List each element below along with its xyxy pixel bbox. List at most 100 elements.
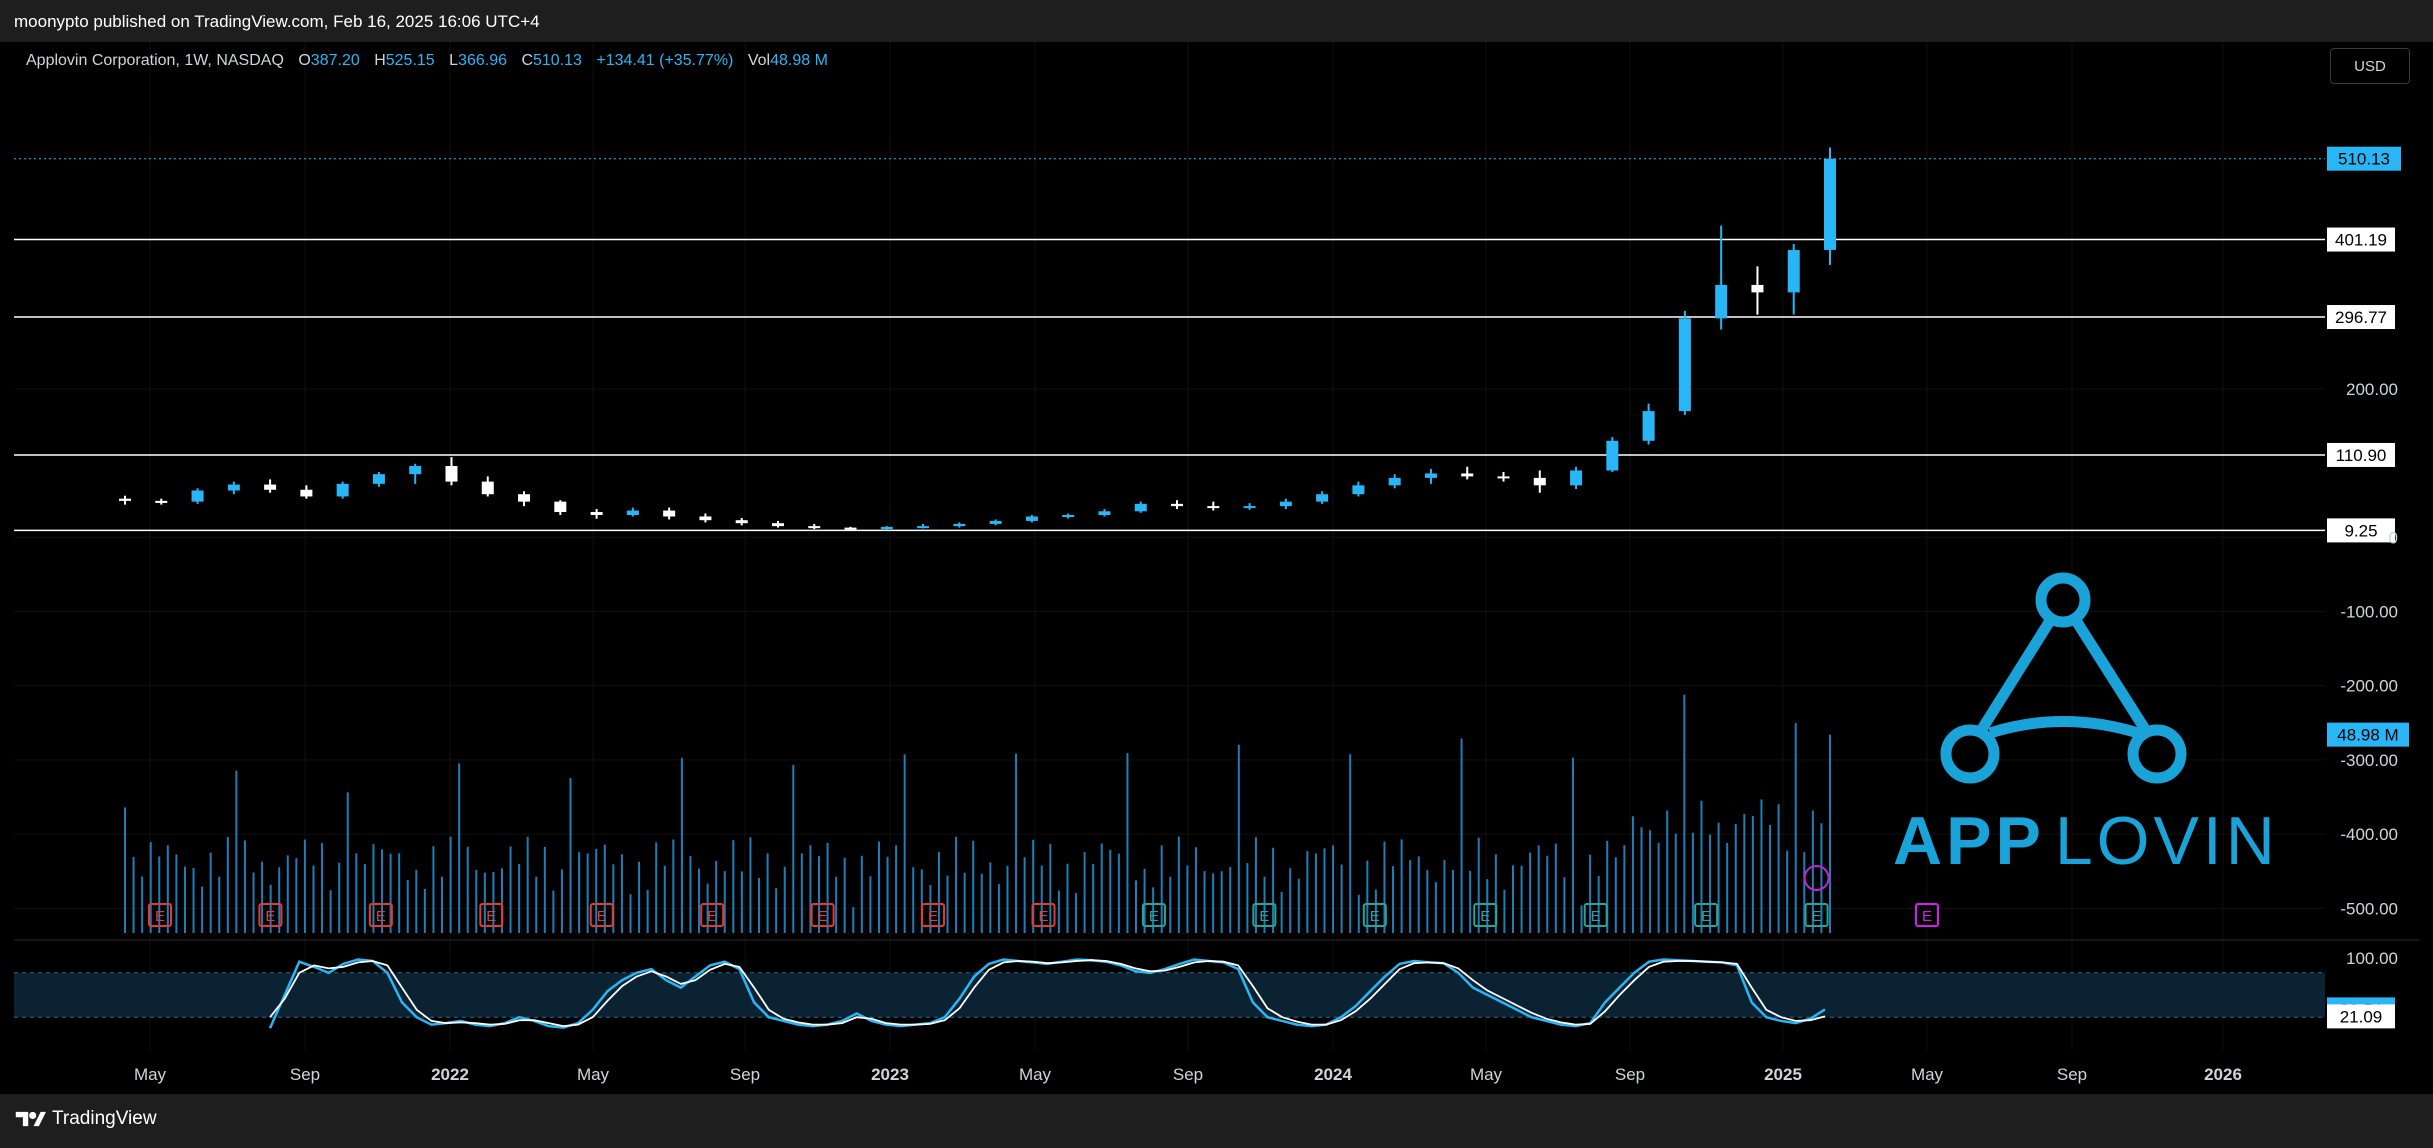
earnings-marker-box — [1362, 903, 1387, 927]
currency-button[interactable]: USD — [2330, 48, 2410, 84]
oscillator-band — [14, 972, 2325, 1018]
earnings-marker-label: E — [707, 908, 717, 925]
logo-text-lovin: LOVIN — [2055, 803, 2279, 879]
price-tick-label: 0 — [2389, 528, 2398, 547]
earnings-marker-box — [1694, 903, 1719, 927]
earnings-marker-label: E — [1701, 908, 1711, 925]
candle-body — [155, 500, 168, 503]
level-label-box — [2327, 442, 2395, 467]
earnings-marker-label: E — [265, 908, 275, 925]
candle-body — [1533, 477, 1546, 486]
earnings-marker-box — [810, 903, 835, 927]
earnings-marker-label: E — [1922, 908, 1932, 925]
candlestick-series — [119, 147, 1836, 531]
close-label: C — [521, 52, 533, 69]
time-tick-label: May — [1911, 1065, 1944, 1084]
oscillator-tick-label: 100.00 — [2346, 949, 2398, 968]
symbol-legend: Applovin Corporation, 1W, NASDAQ O387.20… — [26, 52, 828, 70]
candle-body — [336, 483, 349, 497]
footer-bar: TradingView — [0, 1094, 2433, 1148]
candle-body — [1207, 506, 1220, 509]
candle-body — [554, 501, 567, 513]
volume-label-box — [2327, 722, 2409, 747]
high-value: 525.15 — [385, 52, 435, 69]
oscillator-value-label: 21.09 — [2340, 1007, 2383, 1026]
tradingview-brand-text: TradingView — [52, 1108, 157, 1129]
candle-body — [300, 489, 313, 497]
level-label: 296.77 — [2335, 308, 2387, 327]
earnings-marker-box — [1141, 903, 1166, 927]
candle-body — [989, 520, 1002, 524]
candle-body — [771, 523, 784, 527]
tradingview-logo[interactable]: TradingView — [14, 1108, 157, 1130]
candle-body — [1570, 470, 1583, 486]
publish-header: moonypto published on TradingView.com, F… — [0, 0, 2433, 42]
published-text: moonypto published on TradingView.com, F… — [14, 12, 540, 31]
chart-frame[interactable] — [0, 42, 2433, 1094]
earnings-marker-label: E — [376, 908, 386, 925]
earnings-marker-label: E — [1480, 908, 1490, 925]
logo-text-app: APP — [1893, 803, 2045, 879]
candle-body — [1497, 476, 1510, 479]
earnings-marker-label: E — [928, 908, 938, 925]
time-tick-label: May — [1019, 1065, 1052, 1084]
time-tick-label: Sep — [1615, 1065, 1645, 1084]
candle-body — [590, 512, 603, 515]
candle-body — [1461, 473, 1474, 477]
horizontal-level-lines — [14, 158, 2325, 532]
volume-bars — [124, 694, 1831, 933]
earnings-marker-box — [1583, 903, 1608, 927]
earnings-marker-box — [148, 903, 172, 927]
price-tick-label: -100.00 — [2340, 602, 2398, 621]
volume-value: 48.98 M — [770, 52, 828, 69]
volume-label: Vol — [747, 52, 771, 69]
earnings-marker-box — [368, 903, 393, 927]
symbol-title[interactable]: Applovin Corporation, 1W, NASDAQ — [26, 52, 284, 69]
volume-label: 48.98 M — [2337, 726, 2398, 745]
candle-body — [445, 466, 458, 482]
applovin-logo: APP LOVIN — [1893, 572, 2279, 879]
candle-body — [1352, 485, 1365, 495]
change-value: +134.41 (+35.77%) — [596, 52, 734, 69]
candle-body — [626, 510, 639, 515]
level-label: 9.25 — [2344, 521, 2377, 540]
earnings-marker-box — [1804, 903, 1829, 927]
candle-body — [1424, 473, 1437, 478]
earnings-marker-box — [1031, 903, 1056, 927]
candle-body — [917, 526, 930, 529]
candle-body — [663, 510, 676, 517]
candle-body — [119, 498, 131, 501]
earnings-marker-box — [479, 903, 504, 927]
level-label: 401.19 — [2335, 231, 2387, 250]
time-tick-label: May — [577, 1065, 610, 1084]
candle-body — [1098, 511, 1111, 515]
oscillator-value-box — [2327, 1004, 2395, 1029]
earnings-marker-label: E — [1812, 908, 1822, 925]
candle-body — [1316, 494, 1329, 502]
candle-body — [953, 523, 966, 527]
candle-body — [1171, 503, 1184, 507]
earnings-marker-label: E — [1591, 908, 1601, 925]
time-tick-label: Sep — [2057, 1065, 2087, 1084]
earnings-marker-box — [1473, 903, 1498, 927]
level-label-box — [2327, 227, 2395, 252]
candle-body — [191, 490, 204, 502]
price-tick-label: -300.00 — [2340, 751, 2398, 770]
candle-body — [1751, 284, 1764, 293]
earnings-marker-box — [258, 903, 283, 927]
candle-body — [481, 481, 494, 495]
candle-body — [1678, 318, 1691, 412]
candle-body — [699, 516, 712, 521]
earnings-marker-label: E — [597, 908, 607, 925]
candle-body — [1606, 440, 1619, 471]
candle-body — [1715, 284, 1728, 319]
earnings-marker-label: E — [1149, 908, 1159, 925]
time-tick-label: 2025 — [1764, 1065, 1802, 1084]
earnings-marker-label: E — [486, 908, 496, 925]
time-tick-label: May — [1470, 1065, 1503, 1084]
last-price-label: 510.13 — [2338, 150, 2390, 169]
price-tick-label: -500.00 — [2340, 899, 2398, 918]
